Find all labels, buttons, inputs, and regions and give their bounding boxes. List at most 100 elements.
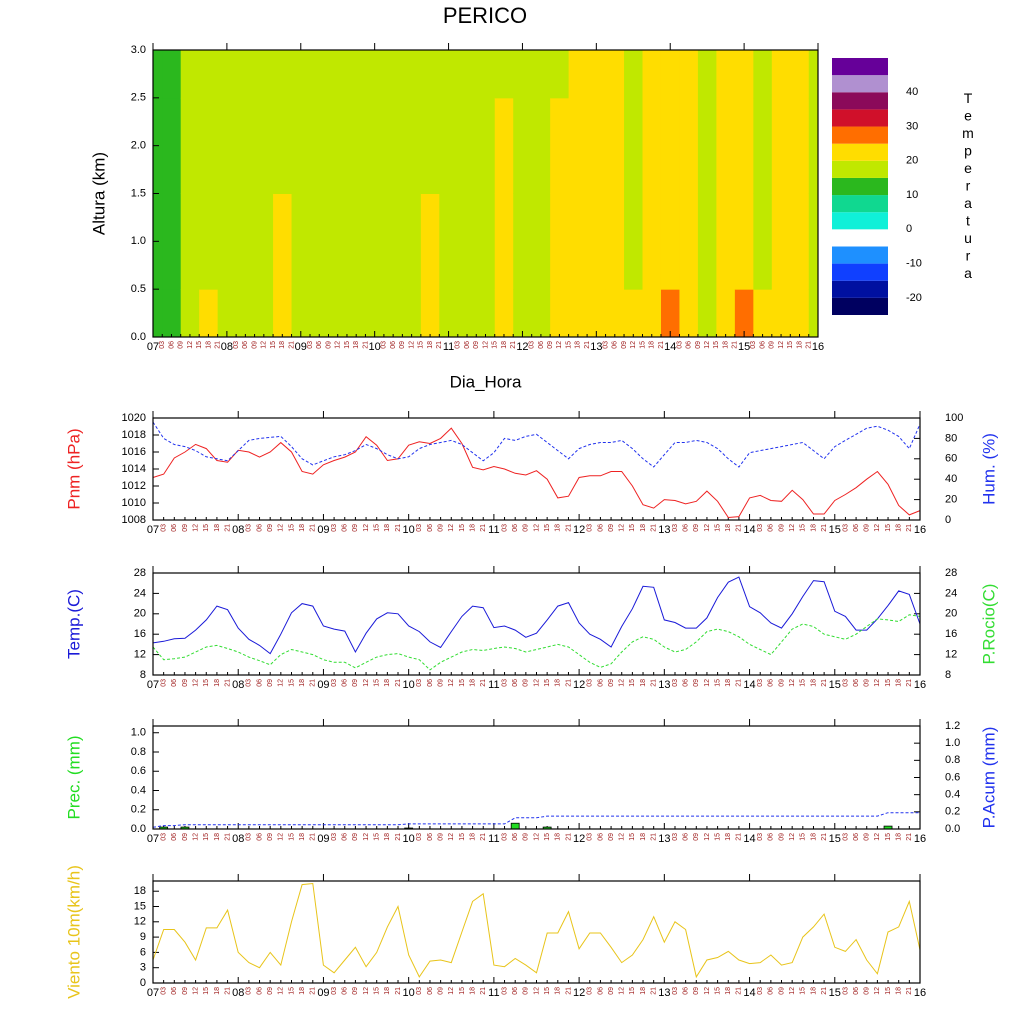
- hour-label: 09: [778, 679, 785, 687]
- contour-cell: [734, 193, 754, 290]
- colorbar-band: [832, 195, 888, 213]
- hour-label: 21: [906, 833, 913, 841]
- contour-cell: [587, 50, 607, 99]
- hour-label: 12: [533, 833, 540, 841]
- hour-label: 03: [246, 524, 253, 532]
- hour-label: 18: [469, 679, 476, 687]
- day-label: 10: [403, 833, 415, 845]
- contour-cell: [180, 97, 200, 194]
- hour-label: 03: [246, 987, 253, 995]
- y2-axis-label: Hum. (%): [979, 433, 998, 505]
- hour-label: 21: [565, 524, 572, 532]
- hour-label: 15: [374, 987, 381, 995]
- contour-cell: [328, 289, 348, 338]
- contour-cell: [328, 193, 348, 290]
- hour-label: 03: [501, 679, 508, 687]
- y2-tick-label: 0.4: [945, 789, 960, 801]
- hour-label: 15: [544, 833, 551, 841]
- hour-label: 18: [810, 987, 817, 995]
- contour-cell: [180, 50, 200, 99]
- hour-label: 18: [896, 679, 903, 687]
- hour-label: 18: [384, 987, 391, 995]
- hour-label: 15: [203, 987, 210, 995]
- y-tick-label: 3.0: [131, 44, 146, 56]
- day-label: 07: [147, 341, 159, 353]
- hour-label: 06: [512, 679, 519, 687]
- hour-label: 03: [501, 524, 508, 532]
- hour-label: 15: [714, 524, 721, 532]
- hour-label: 09: [523, 679, 530, 687]
- contour-cell: [587, 193, 607, 290]
- hour-label: 06: [597, 524, 604, 532]
- contour-cell: [162, 50, 182, 99]
- y-tick-label: 18: [134, 885, 146, 897]
- contour-cell: [254, 289, 274, 338]
- hour-label: 09: [178, 341, 185, 349]
- hour-label: 18: [469, 833, 476, 841]
- contour-cell: [199, 50, 219, 99]
- hour-label: 06: [168, 341, 175, 349]
- contour-cell: [790, 289, 810, 338]
- colorbar-band: [832, 280, 888, 298]
- hour-label: 12: [278, 987, 285, 995]
- series-line: [152, 576, 921, 655]
- hour-label: 09: [325, 341, 332, 349]
- hour-label: 18: [353, 341, 360, 349]
- hour-label: 21: [732, 341, 739, 349]
- hour-label: 06: [768, 833, 775, 841]
- hour-label: 12: [278, 524, 285, 532]
- hour-label: 18: [469, 524, 476, 532]
- hour-label: 09: [778, 833, 785, 841]
- hour-label: 09: [523, 987, 530, 995]
- hour-label: 09: [267, 833, 274, 841]
- hour-label: 21: [736, 679, 743, 687]
- y-tick-label: 0.2: [131, 804, 146, 816]
- hour-label: 15: [885, 524, 892, 532]
- hour-label: 15: [203, 833, 210, 841]
- colorbar-band: [832, 177, 888, 196]
- hour-label: 18: [279, 341, 286, 349]
- hour-label: 12: [187, 341, 194, 349]
- hour-label: 15: [714, 987, 721, 995]
- hour-label: 15: [800, 833, 807, 841]
- contour-cell: [217, 97, 237, 194]
- hour-label: 03: [416, 833, 423, 841]
- hour-label: 09: [547, 341, 554, 349]
- hour-label: 21: [821, 987, 828, 995]
- hour-label: 09: [437, 524, 444, 532]
- hour-label: 15: [288, 987, 295, 995]
- hour-label: 15: [203, 524, 210, 532]
- day-label: 16: [812, 341, 824, 353]
- colorbar-label: 0: [906, 223, 912, 235]
- hour-label: 06: [512, 524, 519, 532]
- contour-cell: [716, 193, 736, 290]
- hour-label: 09: [864, 524, 871, 532]
- hour-label: 12: [363, 833, 370, 841]
- hour-label: 21: [224, 987, 231, 995]
- hour-label: 15: [344, 341, 351, 349]
- contour-cell: [660, 97, 680, 194]
- y2-tick-label: 80: [945, 432, 957, 444]
- hour-label: 21: [395, 987, 402, 995]
- y2-axis-label: P.Rocio(C): [979, 584, 998, 665]
- contour-cell: [605, 97, 625, 194]
- hour-label: 03: [587, 987, 594, 995]
- hour-label: 12: [874, 524, 881, 532]
- day-label: 11: [488, 833, 499, 845]
- day-label: 15: [829, 524, 841, 536]
- hour-label: 03: [455, 341, 462, 349]
- plot-frame: [152, 725, 921, 830]
- contour-cell: [734, 50, 754, 99]
- series-line: [152, 812, 920, 828]
- hour-label: 15: [459, 987, 466, 995]
- colorbar-band: [832, 263, 888, 281]
- colorbar-band: [832, 58, 888, 76]
- day-label: 09: [317, 524, 329, 536]
- contour-cell: [624, 97, 644, 194]
- y2-tick-label: 100: [945, 412, 963, 424]
- hour-label: 09: [182, 987, 189, 995]
- contour-cell: [697, 193, 717, 290]
- day-label: 12: [516, 341, 528, 353]
- contour-cell: [679, 289, 699, 338]
- hour-label: 18: [896, 833, 903, 841]
